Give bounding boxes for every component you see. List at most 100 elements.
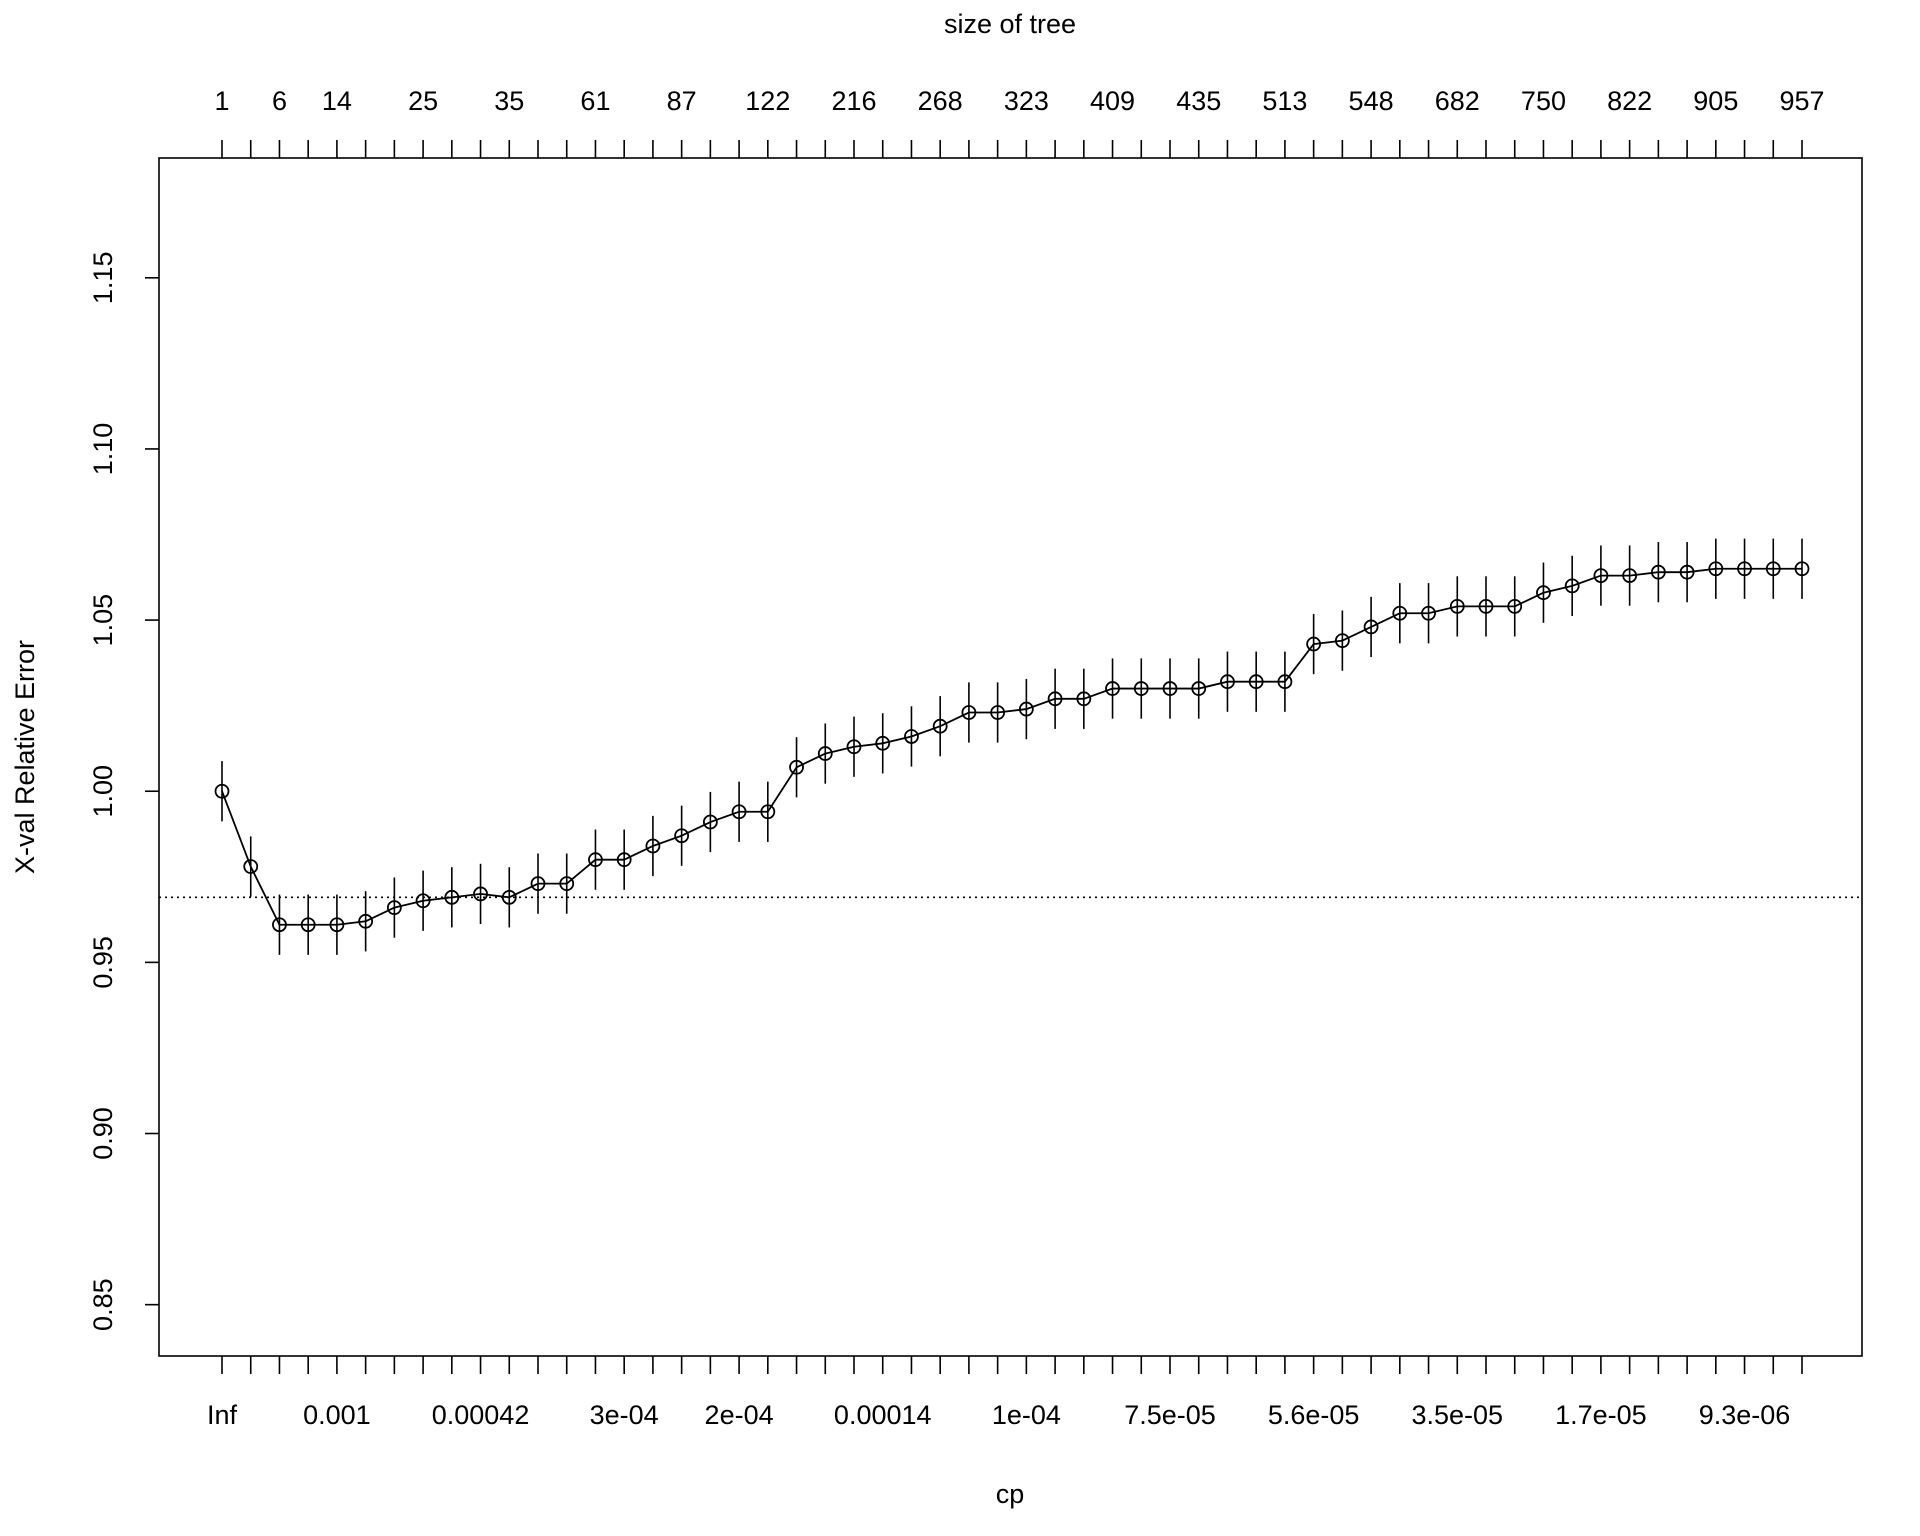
top-tick-label: 122 bbox=[745, 86, 790, 116]
top-tick-label: 409 bbox=[1090, 86, 1135, 116]
y-tick-label: 0.95 bbox=[88, 936, 118, 989]
data-point bbox=[1593, 568, 1609, 583]
data-point bbox=[559, 876, 575, 892]
data-point bbox=[1334, 633, 1350, 649]
data-point bbox=[817, 746, 833, 761]
data-point bbox=[1622, 568, 1638, 583]
data-point bbox=[1737, 561, 1752, 577]
data-point bbox=[702, 814, 718, 830]
data-point bbox=[588, 852, 603, 868]
bottom-tick-label: 1.7e-05 bbox=[1555, 1400, 1647, 1430]
top-tick-label: 750 bbox=[1521, 86, 1566, 116]
data-point bbox=[214, 783, 230, 799]
y-tick-label: 1.15 bbox=[88, 252, 118, 305]
data-point bbox=[1306, 636, 1322, 652]
data-point bbox=[272, 917, 287, 933]
data-point bbox=[501, 889, 517, 905]
data-point bbox=[760, 804, 776, 820]
y-tick-label: 0.85 bbox=[88, 1278, 118, 1331]
data-point bbox=[1105, 681, 1120, 696]
y-tick-label: 0.90 bbox=[88, 1107, 118, 1160]
data-point bbox=[1220, 674, 1235, 690]
top-tick-label: 1 bbox=[214, 86, 229, 116]
data-point bbox=[1162, 681, 1178, 696]
data-point bbox=[530, 876, 546, 892]
data-point bbox=[1277, 674, 1293, 690]
data-point bbox=[731, 804, 747, 820]
data-point bbox=[1765, 561, 1781, 577]
bottom-tick-label: 0.00042 bbox=[432, 1400, 530, 1430]
data-point bbox=[358, 913, 374, 929]
data-point bbox=[1421, 605, 1436, 621]
series-line bbox=[221, 567, 1802, 926]
top-tick-label: 323 bbox=[1004, 86, 1049, 116]
data-point bbox=[1018, 701, 1034, 717]
x-axis-label: cp bbox=[996, 1479, 1025, 1509]
top-tick-label: 513 bbox=[1262, 86, 1307, 116]
y-tick-label: 1.10 bbox=[88, 423, 118, 476]
data-point bbox=[1536, 585, 1551, 601]
bottom-tick-label: Inf bbox=[207, 1400, 238, 1430]
top-tick-label: 6 bbox=[272, 86, 287, 116]
data-point bbox=[1564, 578, 1580, 594]
data-point bbox=[1191, 681, 1207, 696]
y-axis-label: X-val Relative Error bbox=[10, 640, 40, 874]
y-tick-label: 1.00 bbox=[88, 765, 118, 818]
data-point bbox=[1478, 598, 1494, 614]
data-point bbox=[1047, 691, 1063, 707]
top-tick-label: 435 bbox=[1176, 86, 1221, 116]
top-tick-label: 905 bbox=[1693, 86, 1738, 116]
bottom-tick-label: 9.3e-06 bbox=[1699, 1400, 1791, 1430]
data-point bbox=[1363, 619, 1379, 635]
data-point bbox=[1794, 561, 1810, 577]
top-tick-label: 61 bbox=[580, 86, 610, 116]
top-tick-label: 682 bbox=[1435, 86, 1480, 116]
top-tick-label: 822 bbox=[1607, 86, 1652, 116]
data-point bbox=[1449, 598, 1465, 614]
data-point bbox=[1650, 564, 1666, 580]
data-point bbox=[875, 735, 891, 751]
top-tick-label: 957 bbox=[1779, 86, 1824, 116]
data-point bbox=[300, 917, 316, 933]
data-point bbox=[990, 705, 1006, 720]
data-point bbox=[1076, 691, 1092, 707]
bottom-tick-label: 3.5e-05 bbox=[1411, 1400, 1503, 1430]
plot-frame bbox=[158, 157, 1863, 1357]
data-point bbox=[904, 729, 919, 744]
data-point bbox=[243, 859, 259, 874]
data-point bbox=[645, 838, 661, 854]
bottom-tick-label: 0.001 bbox=[303, 1400, 371, 1430]
y-tick-label: 1.05 bbox=[88, 594, 118, 647]
data-point bbox=[1679, 564, 1695, 580]
data-point bbox=[473, 886, 488, 902]
top-tick-label: 548 bbox=[1349, 86, 1394, 116]
bottom-tick-label: 7.5e-05 bbox=[1124, 1400, 1216, 1430]
bottom-tick-label: 0.00014 bbox=[834, 1400, 932, 1430]
top-tick-label: 268 bbox=[918, 86, 963, 116]
data-point bbox=[616, 852, 632, 868]
top-tick-label: 35 bbox=[494, 86, 524, 116]
top-tick-label: 216 bbox=[831, 86, 876, 116]
top-axis-label: size of tree bbox=[944, 9, 1076, 39]
top-tick-label: 87 bbox=[667, 86, 697, 116]
data-point bbox=[1248, 674, 1264, 690]
bottom-tick-label: 1e-04 bbox=[992, 1400, 1061, 1430]
data-point bbox=[1392, 605, 1408, 621]
data-point bbox=[961, 705, 977, 720]
data-point bbox=[444, 889, 460, 905]
bottom-tick-label: 2e-04 bbox=[705, 1400, 774, 1430]
data-point bbox=[846, 739, 862, 755]
data-point bbox=[1507, 598, 1523, 614]
data-point bbox=[329, 917, 345, 933]
data-point bbox=[932, 718, 948, 734]
data-point bbox=[1133, 681, 1149, 696]
data-point bbox=[386, 900, 402, 916]
data-point bbox=[674, 828, 690, 844]
bottom-tick-label: 5.6e-05 bbox=[1268, 1400, 1360, 1430]
data-point bbox=[1708, 561, 1724, 577]
data-point bbox=[789, 759, 804, 775]
bottom-tick-label: 3e-04 bbox=[590, 1400, 659, 1430]
top-tick-label: 25 bbox=[408, 86, 438, 116]
data-point bbox=[415, 893, 431, 909]
